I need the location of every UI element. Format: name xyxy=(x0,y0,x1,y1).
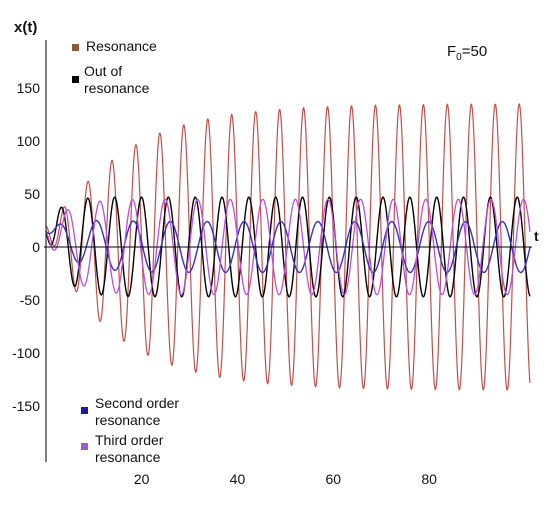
x-tick-label: 80 xyxy=(421,471,437,487)
legend-swatch-resonance xyxy=(72,44,79,51)
y-tick-label: 100 xyxy=(16,133,40,149)
x-tick-label: 40 xyxy=(229,471,246,487)
legend-label-second-order-line1: Second order xyxy=(95,395,180,411)
y-tick-label: 150 xyxy=(16,80,40,96)
legend-swatch-second-order xyxy=(81,407,88,414)
y-tick-label: -50 xyxy=(19,292,40,308)
x-tick-label: 20 xyxy=(133,471,150,487)
series-line-out-of-resonance xyxy=(45,196,531,298)
legend-label-out-of-resonance-line1: Out of xyxy=(84,63,123,79)
legend-label-third-order-line1: Third order xyxy=(95,432,164,448)
legend-swatch-third-order xyxy=(81,443,88,450)
y-axis-title: x(t) xyxy=(14,19,38,36)
x-axis-title: t xyxy=(534,228,539,244)
legend-label-resonance: Resonance xyxy=(86,38,157,54)
force-annotation: F0=50 xyxy=(447,44,487,66)
legend-label-out-of-resonance-line2: resonance xyxy=(84,80,150,96)
y-tick-label: 50 xyxy=(24,186,40,202)
y-tick-label: -150 xyxy=(11,398,40,414)
legend-label-third-order-line2: resonance xyxy=(95,449,161,465)
series-line-resonance xyxy=(45,103,531,391)
force-annotation-value: =50 xyxy=(461,43,488,60)
series-layer xyxy=(45,103,531,391)
x-tick-label: 60 xyxy=(325,471,342,487)
legend-label-second-order-line2: resonance xyxy=(95,412,161,428)
y-tick-label: -100 xyxy=(11,345,40,361)
legend-swatch-out-of-resonance xyxy=(72,76,79,83)
force-annotation-sub: 0 xyxy=(456,52,462,63)
series-line-third-order-resonance xyxy=(45,198,531,296)
force-annotation-f: F xyxy=(447,43,457,60)
y-tick-label: 0 xyxy=(32,239,40,255)
